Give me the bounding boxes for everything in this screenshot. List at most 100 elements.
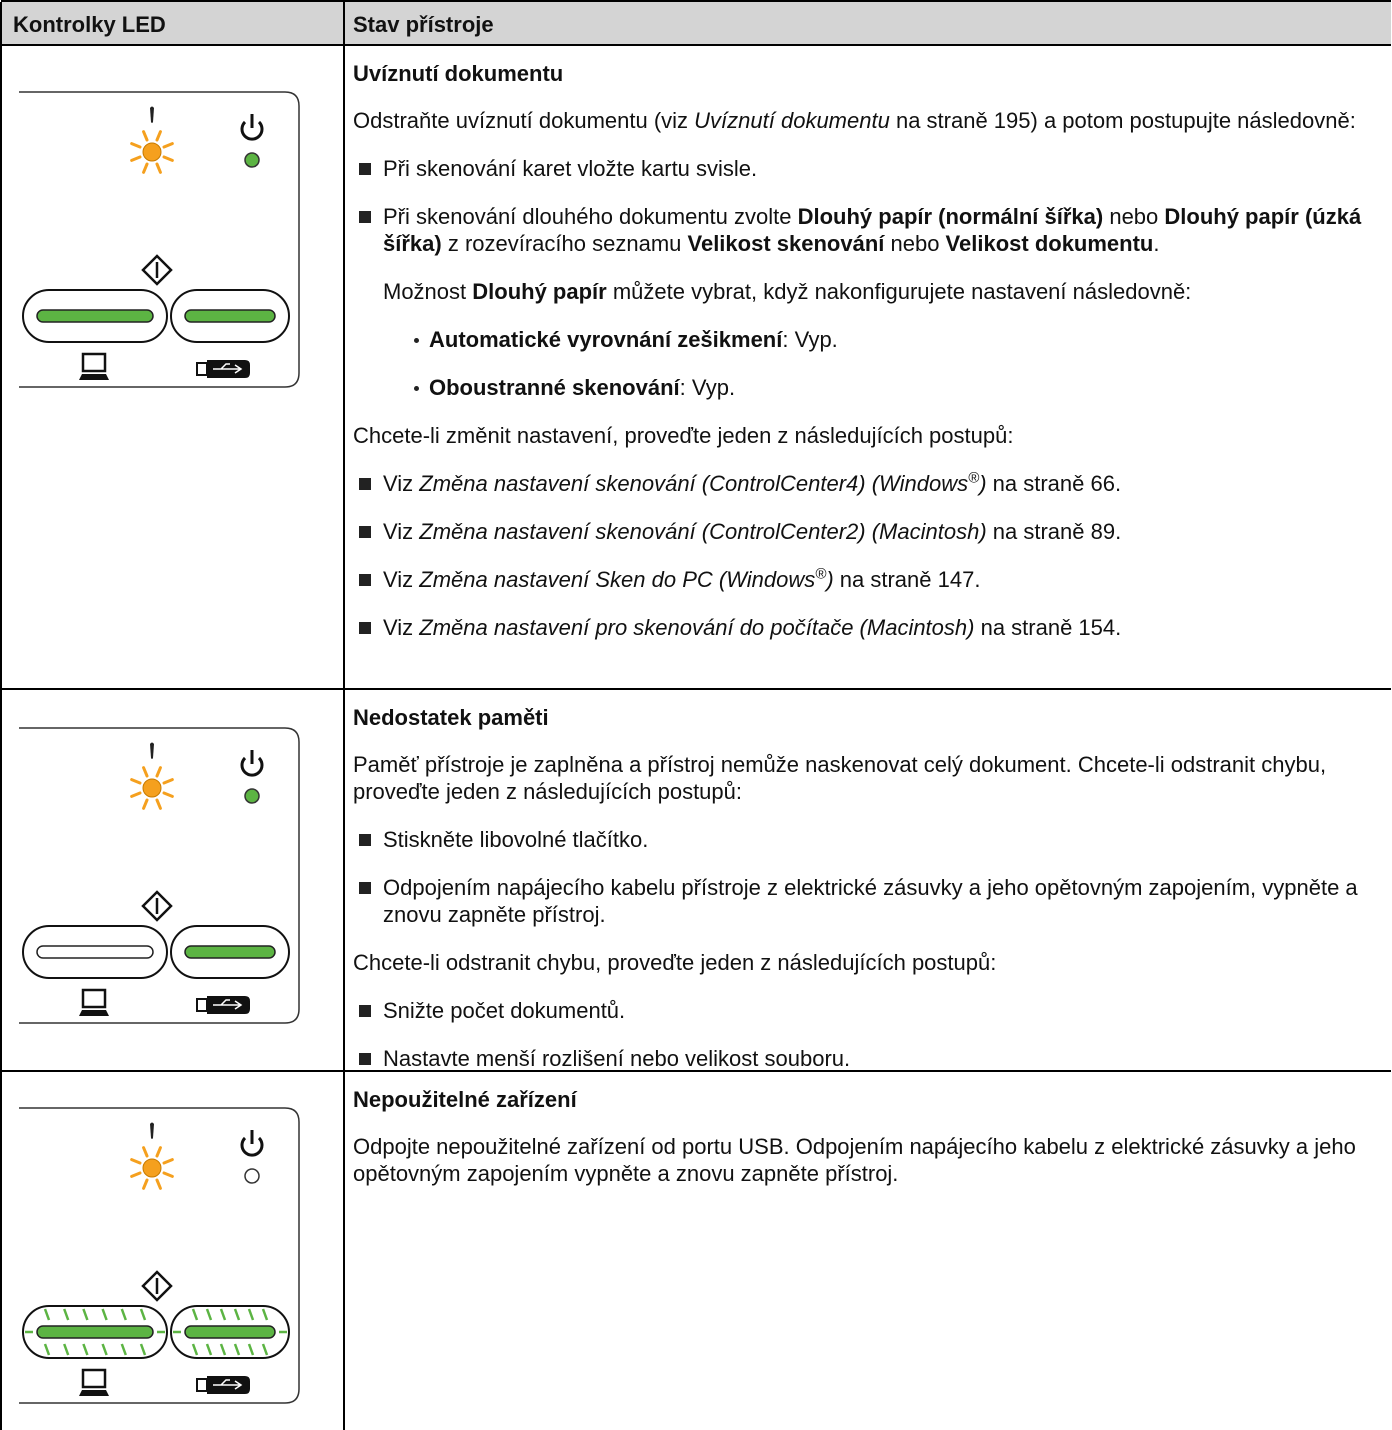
bullet-item: Viz Změna nastavení skenování (ControlCe… <box>353 518 1385 545</box>
warning-ray <box>130 142 142 149</box>
warning-led <box>142 142 162 162</box>
text: Možnost <box>383 279 473 304</box>
table-row: Uvíznutí dokumentu Odstraňte uvíznutí do… <box>0 44 1391 690</box>
warning-ray <box>155 162 162 174</box>
start-icon <box>141 890 173 922</box>
button-outline <box>22 289 168 343</box>
blink-ray <box>219 1308 227 1321</box>
text: Při skenování karet vložte kartu svisle. <box>383 156 758 181</box>
blink-ray <box>43 1308 51 1321</box>
bullet <box>414 338 419 343</box>
paragraph: Paměť přístroje je zaplněna a přístroj n… <box>353 751 1385 805</box>
text: Paměť přístroje je zaplněna a přístroj n… <box>353 752 1327 804</box>
text: ) <box>979 471 987 496</box>
bullet-item: Při skenování karet vložte kartu svisle. <box>353 155 1385 182</box>
header-cell: Stav přístroje <box>353 12 494 37</box>
usb-icon <box>196 1378 208 1392</box>
button-outline <box>170 925 290 979</box>
warning-ray <box>162 791 174 798</box>
option: Velikost dokumentu <box>945 231 1154 256</box>
reference: Změna nastavení Sken do PC (Windows®) <box>419 567 833 592</box>
pc-icon <box>81 1368 107 1389</box>
bullet-item: Snižte počet dokumentů. <box>353 997 1385 1024</box>
text: Snižte počet dokumentů. <box>383 998 626 1023</box>
bullet-item: Viz Změna nastavení Sken do PC (Windows®… <box>353 566 1385 593</box>
bullet-item: Stiskněte libovolné tlačítko. <box>353 826 1385 853</box>
button-led <box>36 945 154 959</box>
warning-ray <box>130 791 142 798</box>
button-led <box>184 1325 276 1339</box>
text: . <box>1153 231 1160 256</box>
sub-item: Automatické vyrovnání zešikmení: Vyp. <box>353 326 1385 353</box>
blink-ray <box>82 1308 89 1321</box>
warning-ray <box>155 130 162 142</box>
button-outline <box>170 289 290 343</box>
blink-ray <box>233 1308 241 1321</box>
registered: ® <box>968 469 980 487</box>
paragraph: Možnost Dlouhý papír můžete vybrat, když… <box>353 278 1385 305</box>
button-led <box>36 1325 154 1339</box>
text: na straně 147. <box>833 567 981 592</box>
warning-ray <box>142 766 149 778</box>
usb-icon <box>196 362 208 376</box>
option: Automatické vyrovnání zešikmení <box>429 327 783 352</box>
panel-frame <box>19 1107 300 1404</box>
bullet-item: Odpojením napájecího kabelu přístroje z … <box>353 874 1385 928</box>
warning-mark <box>150 106 154 123</box>
pc-icon <box>79 1010 109 1016</box>
bullet <box>359 1005 371 1017</box>
pc-icon <box>79 1390 109 1396</box>
button-outline <box>170 1305 290 1359</box>
usb-icon <box>213 363 243 374</box>
power-icon <box>240 120 264 141</box>
warning-ray <box>142 130 149 142</box>
text: : Vyp. <box>679 375 736 400</box>
reference: Změna nastavení skenování (ControlCenter… <box>419 471 986 496</box>
warning-mark <box>150 1122 154 1139</box>
warning-ray <box>155 1146 162 1158</box>
usb-icon <box>196 998 208 1012</box>
warning-ray <box>162 142 174 149</box>
warning-ray <box>155 766 162 778</box>
paragraph: Odpojte nepoužitelné zařízení od portu U… <box>353 1133 1385 1187</box>
bullet <box>359 163 371 175</box>
text: Odstraňte uvíznutí dokumentu (viz <box>353 108 695 133</box>
paragraph: Chcete-li odstranit chybu, proveďte jede… <box>353 949 1385 976</box>
button-outline <box>22 1305 168 1359</box>
table-row: Nepoužitelné zařízení Odpojte nepoužitel… <box>0 1070 1391 1430</box>
bullet <box>359 478 371 490</box>
text: z rozevíracího seznamu <box>441 231 688 256</box>
blink-ray <box>43 1343 51 1356</box>
warning-ray <box>142 798 149 810</box>
table-row: Nedostatek paměti Paměť přístroje je zap… <box>0 688 1391 1072</box>
text: nebo <box>884 231 946 256</box>
text: na straně 195) a potom postupujte násled… <box>889 108 1356 133</box>
led-cell <box>1 1072 345 1430</box>
warning-ray <box>130 155 142 162</box>
registered: ® <box>815 565 827 583</box>
warning-ray <box>130 778 142 785</box>
text: Odpojením napájecího kabelu přístroje z … <box>383 875 1358 927</box>
reference: Uvíznutí dokumentu <box>694 108 890 133</box>
blink-ray <box>205 1308 213 1321</box>
usb-icon <box>213 1379 243 1390</box>
pc-icon <box>81 352 107 373</box>
bullet <box>359 1053 371 1065</box>
bullet-item: Viz Změna nastavení skenování (ControlCe… <box>353 470 1385 497</box>
power-icon <box>240 1136 264 1157</box>
blink-ray <box>139 1343 147 1356</box>
bullet-item: Nastavte menší rozlišení nebo velikost s… <box>353 1045 1385 1072</box>
blink-ray <box>261 1343 269 1356</box>
bullet <box>359 622 371 634</box>
bullet <box>359 574 371 586</box>
paragraph: Chcete-li změnit nastavení, proveďte jed… <box>353 422 1385 449</box>
power-icon <box>240 756 264 777</box>
led-panel <box>19 1107 300 1404</box>
button-outline <box>22 925 168 979</box>
text: ) <box>826 567 834 592</box>
option: Dlouhý papír (normální šířka) <box>797 204 1104 229</box>
blink-ray <box>191 1343 199 1356</box>
power-led <box>244 152 260 168</box>
